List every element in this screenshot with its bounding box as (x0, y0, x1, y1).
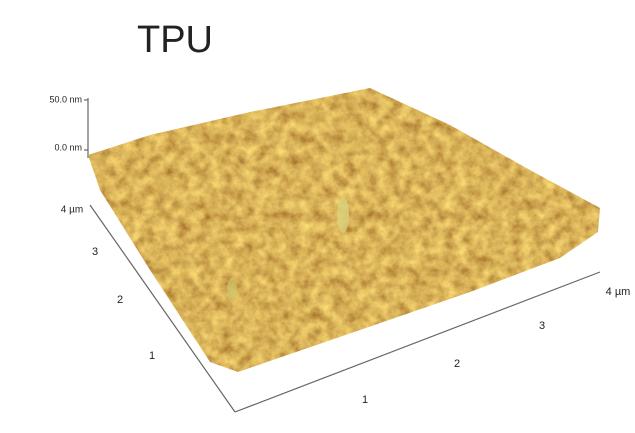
surface-peak (227, 278, 237, 302)
z-label: 0.0 nm (54, 142, 82, 152)
afm-figure: TPU 50.0 nm 0.0 nm 4 µm 3 2 1 1 2 3 4 µm (0, 0, 635, 433)
z-label: 50.0 nm (49, 94, 82, 104)
x-label: 3 (539, 320, 545, 332)
y-label: 3 (92, 246, 98, 258)
y-label: 4 µm (61, 205, 83, 216)
x-label: 1 (362, 394, 368, 406)
y-label: 1 (149, 350, 155, 362)
y-label: 2 (117, 294, 123, 306)
title: TPU (137, 19, 213, 61)
x-label: 2 (454, 358, 460, 370)
x-label: 4 µm (606, 286, 631, 298)
surface-peak (337, 197, 349, 233)
